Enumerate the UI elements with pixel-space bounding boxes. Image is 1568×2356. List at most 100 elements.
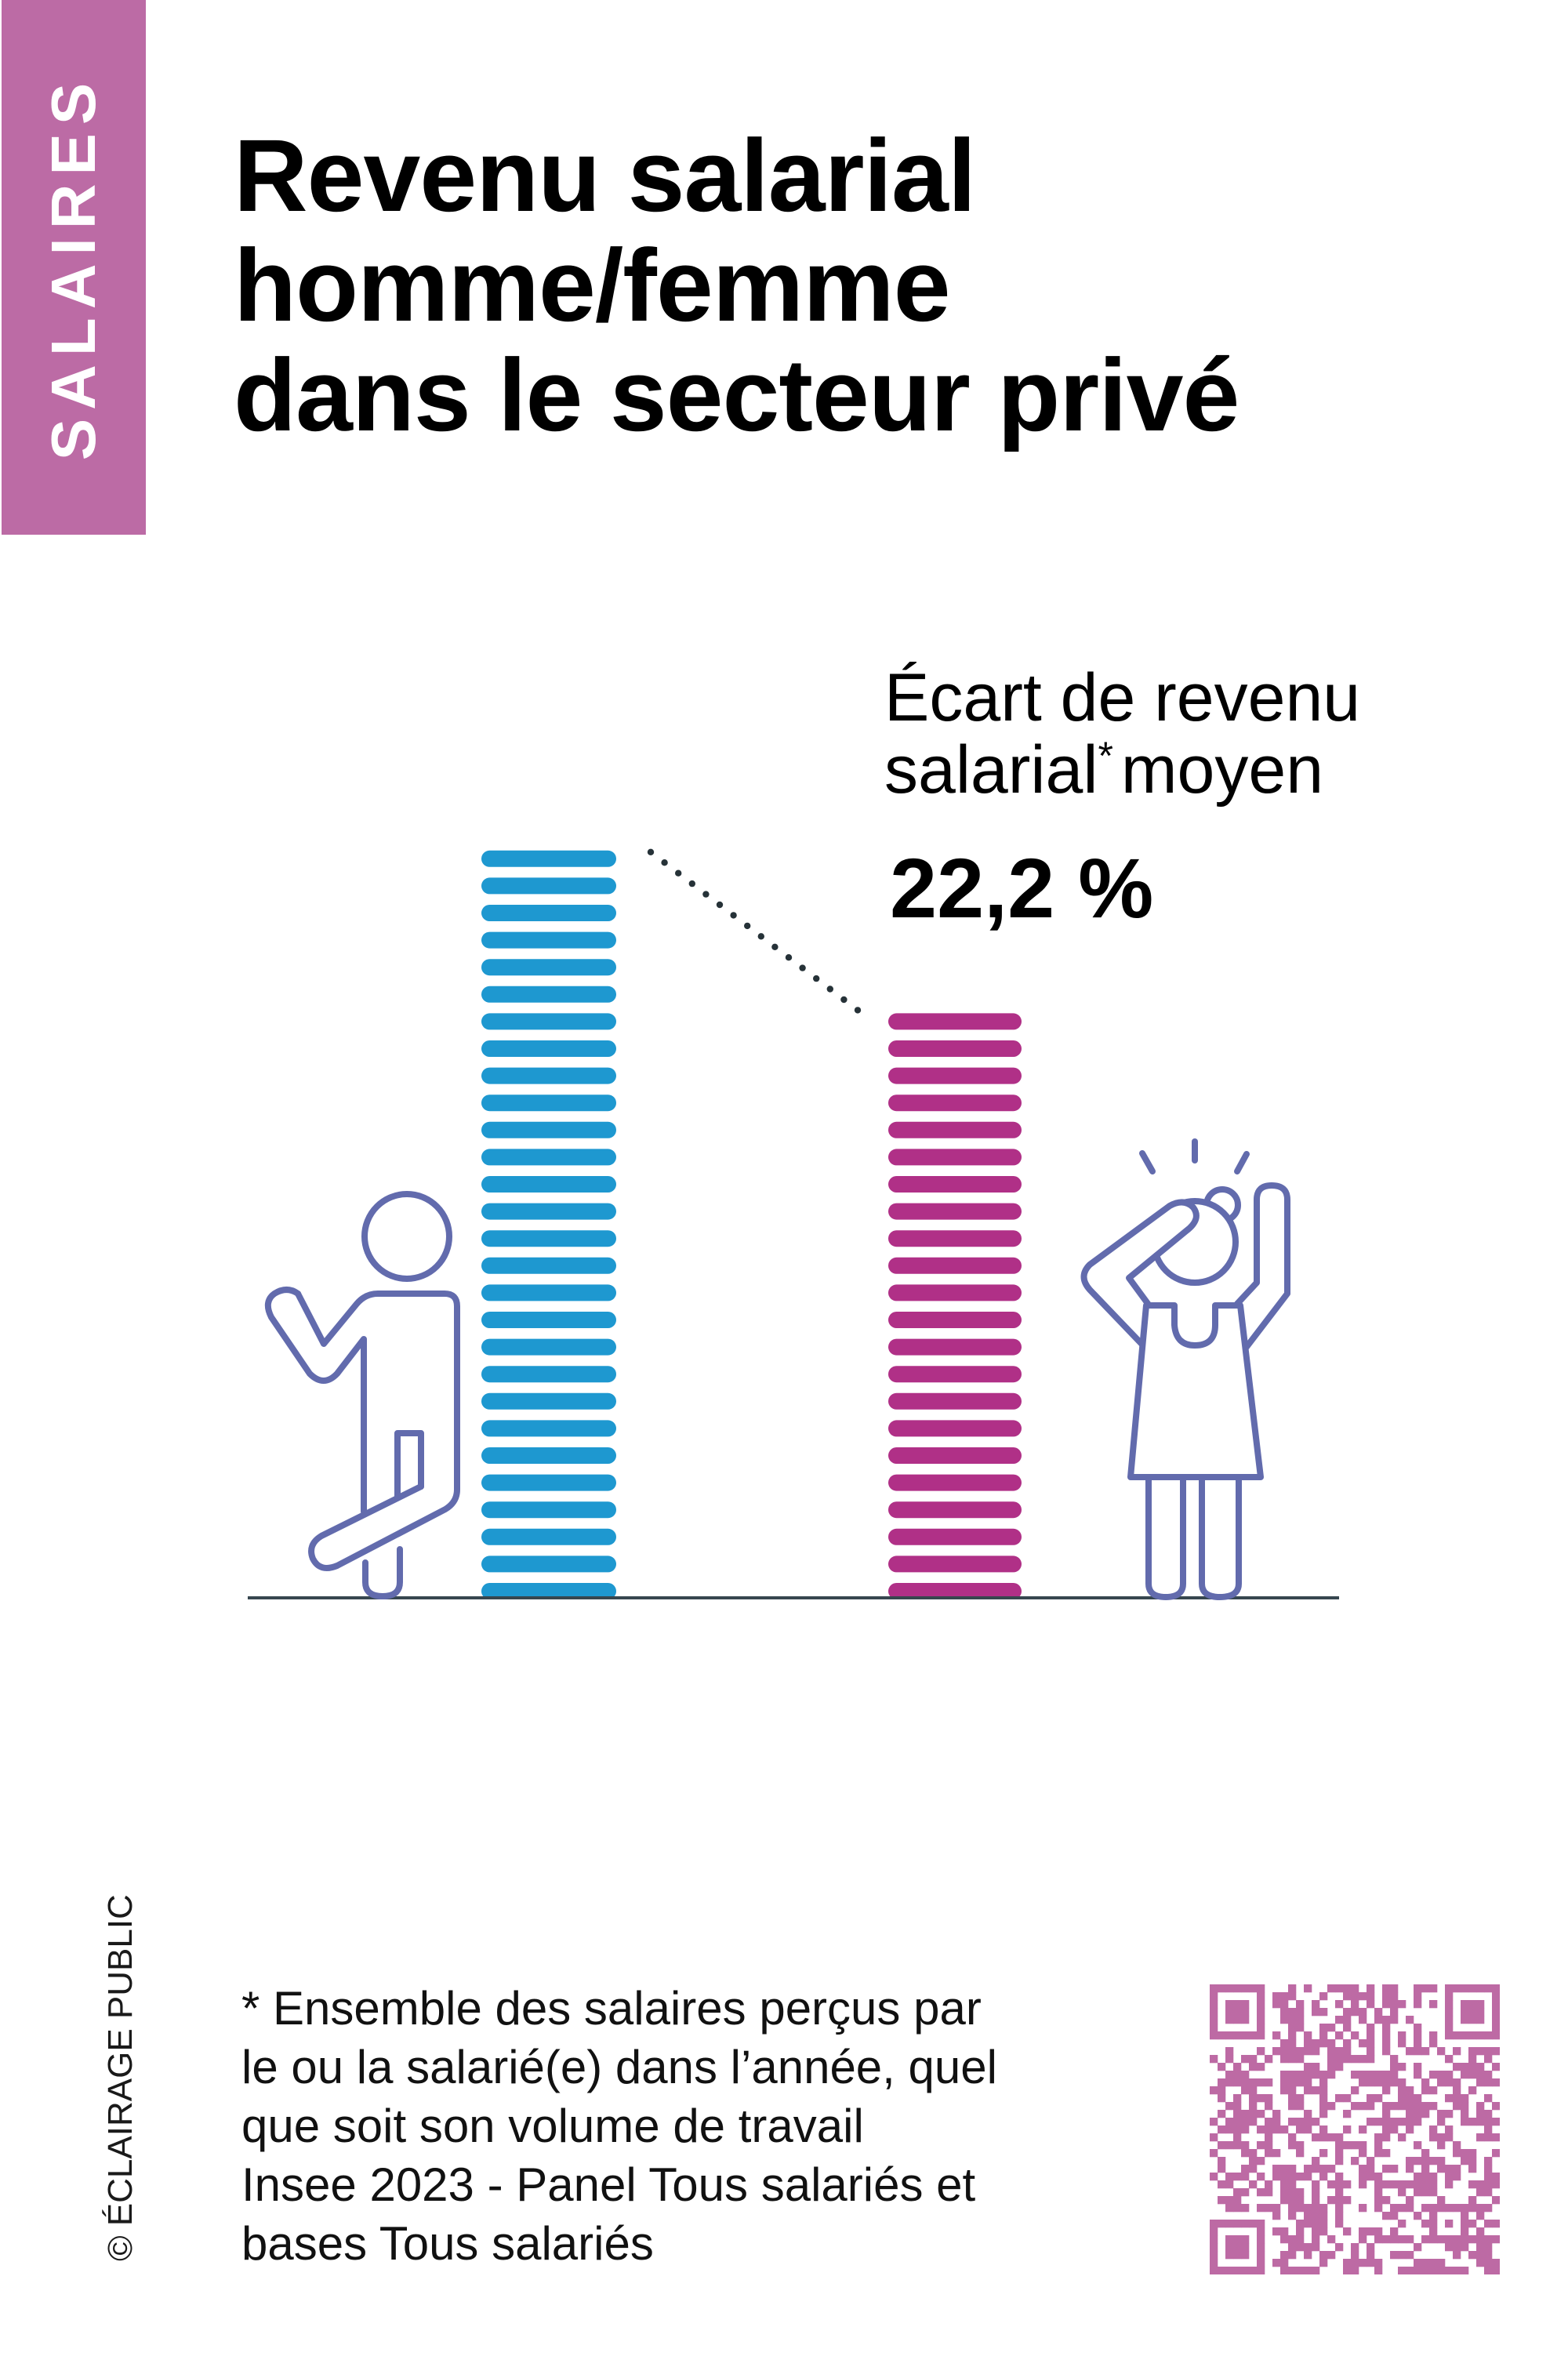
connector-dot bbox=[785, 954, 793, 961]
man-standing-leg bbox=[362, 1546, 403, 1599]
woman-raised-arm bbox=[1234, 1182, 1290, 1350]
copyright-notice: © ÉCLAIRAGE PUBLIC bbox=[101, 1894, 140, 2261]
bar-stripe-homme bbox=[481, 1067, 616, 1084]
gap-label-word: salarial bbox=[884, 732, 1098, 808]
bar-stripe-homme bbox=[481, 1176, 616, 1193]
man-figure-icon bbox=[264, 1191, 460, 1599]
connector-dot bbox=[840, 996, 848, 1004]
surprise-ray-right bbox=[1234, 1151, 1250, 1174]
bar-stripe-femme bbox=[888, 1284, 1022, 1301]
surprised-woman-figure-icon bbox=[1080, 1138, 1290, 1600]
connector-dot bbox=[647, 848, 655, 856]
footnote-marker: * bbox=[1098, 734, 1113, 778]
bar-stripe-femme bbox=[888, 1095, 1022, 1112]
woman-arm-on-head bbox=[1080, 1199, 1200, 1349]
bar-stripe-femme bbox=[888, 1583, 1022, 1599]
man-body-outline bbox=[295, 1291, 460, 1571]
bar-stripe-homme bbox=[481, 931, 616, 949]
connector-dot bbox=[813, 975, 820, 982]
bar-stripe-homme bbox=[481, 1121, 616, 1138]
connector-dot bbox=[799, 964, 806, 971]
connector-dot bbox=[661, 859, 668, 866]
connector-dot bbox=[702, 891, 710, 898]
footnote-line: le ou la salarié(e) dans l’année, quel bbox=[241, 2041, 997, 2093]
bar-stripe-homme bbox=[481, 1312, 616, 1328]
bar-stripe-homme bbox=[481, 877, 616, 895]
bars bbox=[481, 850, 1022, 1599]
connector-dot bbox=[757, 933, 764, 940]
man-arm-outline bbox=[264, 1287, 367, 1515]
bar-stripe-homme bbox=[481, 1230, 616, 1247]
bar-stripe-femme bbox=[888, 1556, 1022, 1573]
bar-stripe-homme bbox=[481, 986, 616, 1003]
footnote-line: * Ensemble des salaires perçus par bbox=[241, 1982, 982, 2035]
bar-stripe-femme bbox=[888, 1067, 1022, 1084]
footnote-line: bases Tous salariés bbox=[241, 2217, 654, 2270]
bar-stripe-femme bbox=[888, 1366, 1022, 1383]
qr-code[interactable] bbox=[1210, 1984, 1500, 2274]
footnote-line: que soit son volume de travail bbox=[241, 2100, 864, 2152]
bar-stripe-homme bbox=[481, 1447, 616, 1464]
footnote-line: Insee 2023 - Panel Tous salariés et bbox=[241, 2158, 976, 2211]
connector-dot bbox=[730, 912, 737, 919]
bar-stripe-homme bbox=[481, 850, 616, 867]
bar-stripe-homme bbox=[481, 1366, 616, 1383]
bar-stripe-homme bbox=[481, 1528, 616, 1545]
bar-stripe-homme bbox=[481, 1257, 616, 1274]
gap-value: 22,2 % bbox=[890, 840, 1154, 935]
bar-stripe-femme bbox=[888, 1149, 1022, 1166]
footnote: * Ensemble des salaires perçus par le ou… bbox=[241, 1979, 997, 2273]
bar-stripe-homme bbox=[481, 1501, 616, 1519]
connector-dot bbox=[771, 943, 779, 951]
gap-label-line-1: Écart de revenu bbox=[884, 660, 1361, 735]
woman-dress bbox=[1127, 1302, 1264, 1480]
bar-stripe-homme bbox=[481, 1095, 616, 1112]
bar-stripe-femme bbox=[888, 1230, 1022, 1247]
bar-homme bbox=[481, 850, 616, 1599]
connector-dot bbox=[716, 901, 724, 909]
bar-stripe-homme bbox=[481, 1556, 616, 1573]
title-line: Revenu salarial bbox=[234, 118, 976, 233]
bar-stripe-femme bbox=[888, 1528, 1022, 1545]
category-tab: SALAIRES bbox=[2, 0, 146, 535]
title-line: dans le secteur privé bbox=[234, 337, 1240, 452]
bar-stripe-femme bbox=[888, 1474, 1022, 1491]
gap-connector-dots bbox=[647, 848, 862, 1014]
bar-stripe-femme bbox=[888, 1338, 1022, 1356]
gap-label-rest: moyen bbox=[1120, 732, 1324, 808]
bar-stripe-femme bbox=[888, 1447, 1022, 1464]
bar-stripe-homme bbox=[481, 1338, 616, 1356]
bar-stripe-femme bbox=[888, 1392, 1022, 1410]
page-title: Revenu salarial homme/femme dans le sect… bbox=[234, 118, 1240, 452]
bar-stripe-homme bbox=[481, 1474, 616, 1491]
connector-dot bbox=[675, 869, 682, 877]
bar-stripe-homme bbox=[481, 1013, 616, 1030]
surprise-ray-left bbox=[1139, 1150, 1156, 1174]
woman-right-leg bbox=[1199, 1474, 1242, 1600]
bar-femme bbox=[888, 1013, 1022, 1599]
bar-stripe-femme bbox=[888, 1312, 1022, 1328]
bar-stripe-femme bbox=[888, 1013, 1022, 1030]
bar-stripe-femme bbox=[888, 1501, 1022, 1519]
connector-dot bbox=[854, 1007, 862, 1014]
bar-stripe-femme bbox=[888, 1121, 1022, 1138]
gap-label-line-2: salarial* moyen bbox=[884, 734, 1360, 806]
bar-stripe-femme bbox=[888, 1257, 1022, 1274]
bar-stripe-homme bbox=[481, 1149, 616, 1166]
bar-stripe-homme bbox=[481, 1284, 616, 1301]
bar-stripe-homme bbox=[481, 1392, 616, 1410]
bar-stripe-homme bbox=[481, 1420, 616, 1437]
woman-left-leg bbox=[1145, 1474, 1186, 1600]
connector-dot bbox=[688, 880, 695, 888]
bar-stripe-homme bbox=[481, 1040, 616, 1057]
bar-stripe-femme bbox=[888, 1420, 1022, 1437]
bar-stripe-homme bbox=[481, 1583, 616, 1599]
man-head-icon bbox=[361, 1191, 452, 1282]
bar-stripe-femme bbox=[888, 1203, 1022, 1220]
connector-dot bbox=[826, 986, 834, 993]
bar-stripe-femme bbox=[888, 1176, 1022, 1193]
connector-dot bbox=[744, 922, 751, 930]
bar-stripe-femme bbox=[888, 1040, 1022, 1057]
bar-stripe-homme bbox=[481, 959, 616, 976]
